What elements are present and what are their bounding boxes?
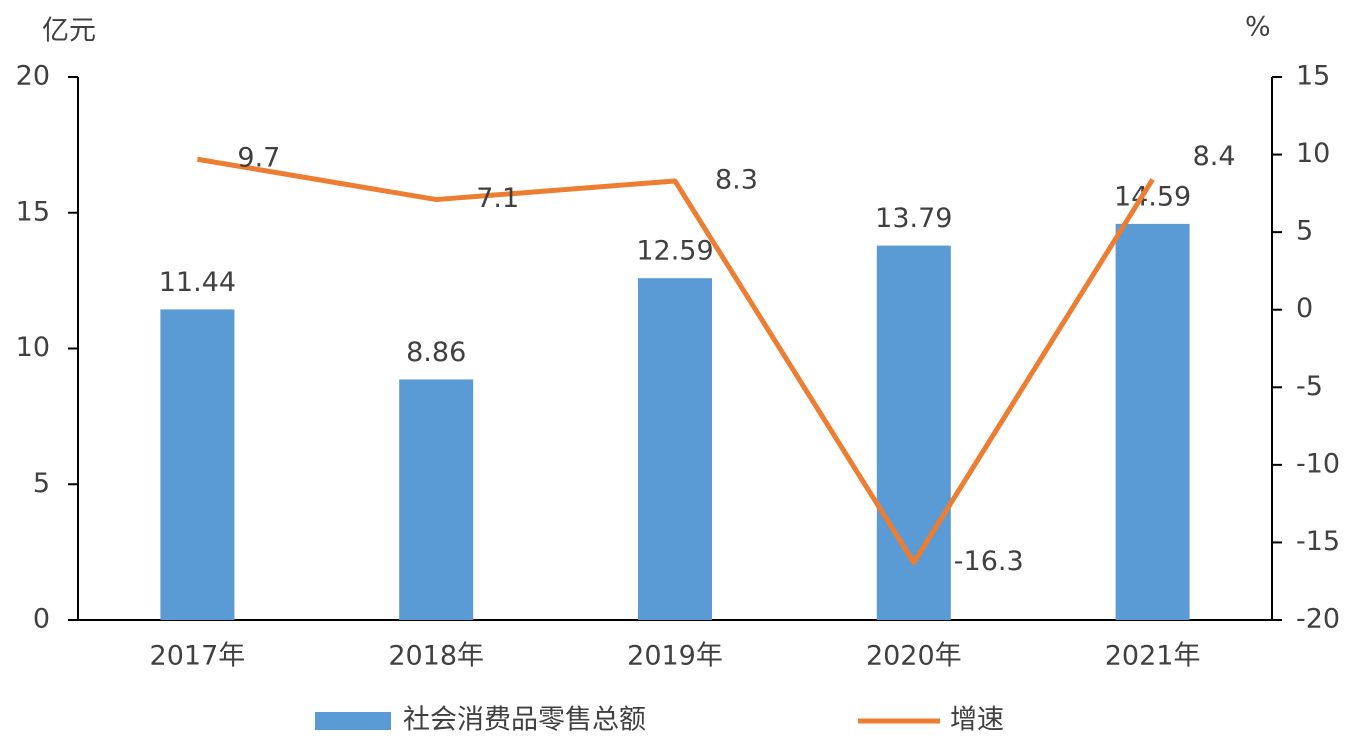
legend-label: 社会消费品零售总额 (403, 705, 646, 736)
y2-tick-label: 0 (1296, 293, 1313, 324)
y-tick-label: 15 (16, 196, 50, 227)
data-label: 9.7 (237, 143, 280, 174)
y-tick-label: 5 (33, 468, 50, 499)
data-label: 8.3 (715, 164, 758, 195)
bar (1115, 223, 1190, 620)
y-axis-title: 亿元 (42, 16, 96, 47)
data-label: -16.3 (954, 546, 1024, 577)
data-label: 14.59 (1114, 181, 1191, 212)
y2-tick-label: -5 (1296, 371, 1323, 402)
y-tick-label: 20 (16, 61, 50, 92)
legend-label: 增速 (950, 705, 1004, 736)
bar (160, 309, 235, 620)
data-label: 13.79 (875, 203, 952, 234)
x-tick-label: 2017年 (150, 641, 246, 672)
y2-tick-label: -15 (1296, 526, 1340, 557)
data-label: 8.4 (1193, 141, 1236, 172)
x-tick-label: 2019年 (627, 641, 723, 672)
data-label: 8.86 (406, 337, 466, 368)
y2-tick-label: 10 (1296, 138, 1330, 169)
y2-tick-label: -20 (1296, 604, 1340, 635)
y2-tick-label: 15 (1296, 61, 1330, 92)
legend-swatch (315, 712, 391, 730)
y-tick-label: 10 (16, 332, 50, 363)
bar (876, 245, 951, 620)
y-tick-label: 0 (33, 604, 50, 635)
x-tick-label: 2021年 (1105, 641, 1201, 672)
data-label: 11.44 (159, 267, 236, 298)
y2-tick-label: -10 (1296, 448, 1340, 479)
y2-tick-label: 5 (1296, 216, 1313, 247)
line (196, 156, 1155, 566)
x-tick-label: 2020年 (866, 641, 962, 672)
data-label: 12.59 (636, 236, 713, 267)
x-tick-label: 2018年 (388, 641, 484, 672)
bar (399, 379, 474, 620)
y2-axis-title: % (1245, 12, 1271, 43)
bar (638, 278, 712, 620)
data-label: 7.1 (476, 183, 519, 214)
